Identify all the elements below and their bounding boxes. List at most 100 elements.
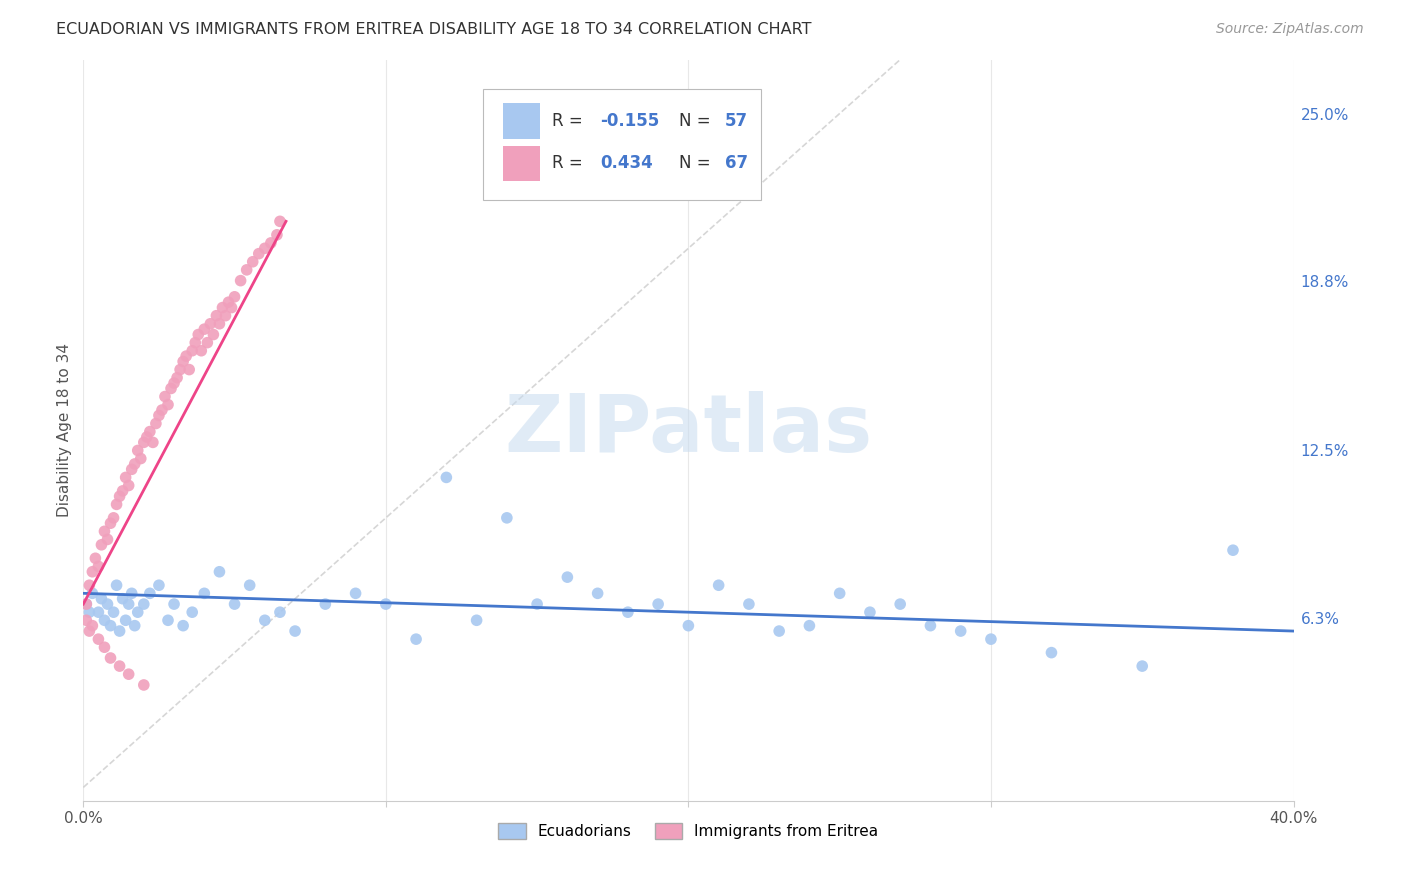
Point (156, 613, 179, 627)
Point (181, 605, 204, 619)
Point (75, 597, 97, 611)
Point (82, 586, 104, 600)
Point (224, 290, 246, 304)
Point (174, 349, 197, 363)
Point (100, 651, 122, 665)
Point (269, 214, 291, 228)
Point (160, 381, 183, 395)
Text: R =: R = (551, 112, 588, 130)
Point (75, 613, 97, 627)
Point (145, 417, 167, 431)
Point (557, 570, 579, 584)
Point (617, 605, 640, 619)
Point (195, 335, 218, 350)
Point (121, 586, 143, 600)
Point (193, 322, 215, 336)
Point (90, 538, 112, 552)
Point (211, 301, 233, 315)
Point (465, 613, 488, 627)
Point (172, 354, 194, 368)
Text: N =: N = (679, 154, 716, 172)
Point (93, 613, 115, 627)
Point (184, 335, 207, 350)
Text: N =: N = (679, 112, 716, 130)
Point (253, 241, 276, 255)
Point (132, 597, 155, 611)
Point (208, 565, 231, 579)
Point (139, 586, 162, 600)
Point (208, 317, 231, 331)
Point (828, 586, 851, 600)
Point (150, 403, 173, 417)
Point (84, 551, 107, 566)
Point (202, 327, 225, 342)
Point (79, 578, 101, 592)
Point (190, 343, 212, 358)
Point (79, 624, 101, 638)
Point (148, 409, 170, 423)
Point (87, 632, 110, 647)
Point (859, 605, 882, 619)
Point (132, 678, 155, 692)
Point (87, 605, 110, 619)
Text: ECUADORIAN VS IMMIGRANTS FROM ERITREA DISABILITY AGE 18 TO 34 CORRELATION CHART: ECUADORIAN VS IMMIGRANTS FROM ERITREA DI… (56, 22, 811, 37)
Point (82, 618, 104, 632)
Point (239, 578, 262, 592)
Point (111, 591, 134, 606)
Point (496, 511, 519, 525)
Point (127, 605, 149, 619)
Point (707, 578, 730, 592)
Point (82, 565, 104, 579)
Point (105, 497, 128, 511)
Point (93, 640, 115, 655)
Point (148, 578, 170, 592)
Text: ZIPatlas: ZIPatlas (505, 392, 873, 469)
Point (200, 317, 222, 331)
Point (121, 462, 143, 476)
Point (284, 624, 307, 638)
Point (118, 478, 141, 492)
Point (124, 457, 146, 471)
Point (100, 516, 122, 531)
Point (103, 511, 125, 525)
Point (181, 343, 204, 358)
Point (172, 618, 194, 632)
Point (108, 624, 131, 638)
Point (314, 597, 336, 611)
Point (344, 586, 367, 600)
Point (135, 430, 157, 444)
Point (96, 533, 118, 547)
Point (75, 597, 97, 611)
Point (678, 618, 700, 632)
FancyBboxPatch shape (503, 103, 540, 139)
Point (221, 301, 243, 315)
Point (214, 309, 236, 323)
Point (114, 613, 136, 627)
Point (103, 605, 125, 619)
Point (224, 597, 246, 611)
FancyBboxPatch shape (482, 89, 761, 201)
Point (1222, 543, 1244, 558)
Point (124, 618, 146, 632)
Point (205, 309, 228, 323)
Point (163, 597, 186, 611)
Point (139, 425, 162, 439)
Point (253, 613, 276, 627)
Point (1130, 659, 1153, 673)
Point (260, 235, 283, 250)
FancyBboxPatch shape (503, 145, 540, 181)
Point (799, 618, 821, 632)
Point (142, 435, 165, 450)
Point (108, 659, 131, 673)
Point (129, 451, 152, 466)
Point (163, 376, 186, 390)
Point (156, 398, 179, 412)
Text: -0.155: -0.155 (600, 112, 659, 130)
Point (269, 605, 291, 619)
Point (768, 624, 790, 638)
Point (647, 597, 669, 611)
Point (100, 618, 122, 632)
Point (111, 483, 134, 498)
Point (166, 370, 188, 384)
Text: 0.434: 0.434 (600, 154, 652, 172)
